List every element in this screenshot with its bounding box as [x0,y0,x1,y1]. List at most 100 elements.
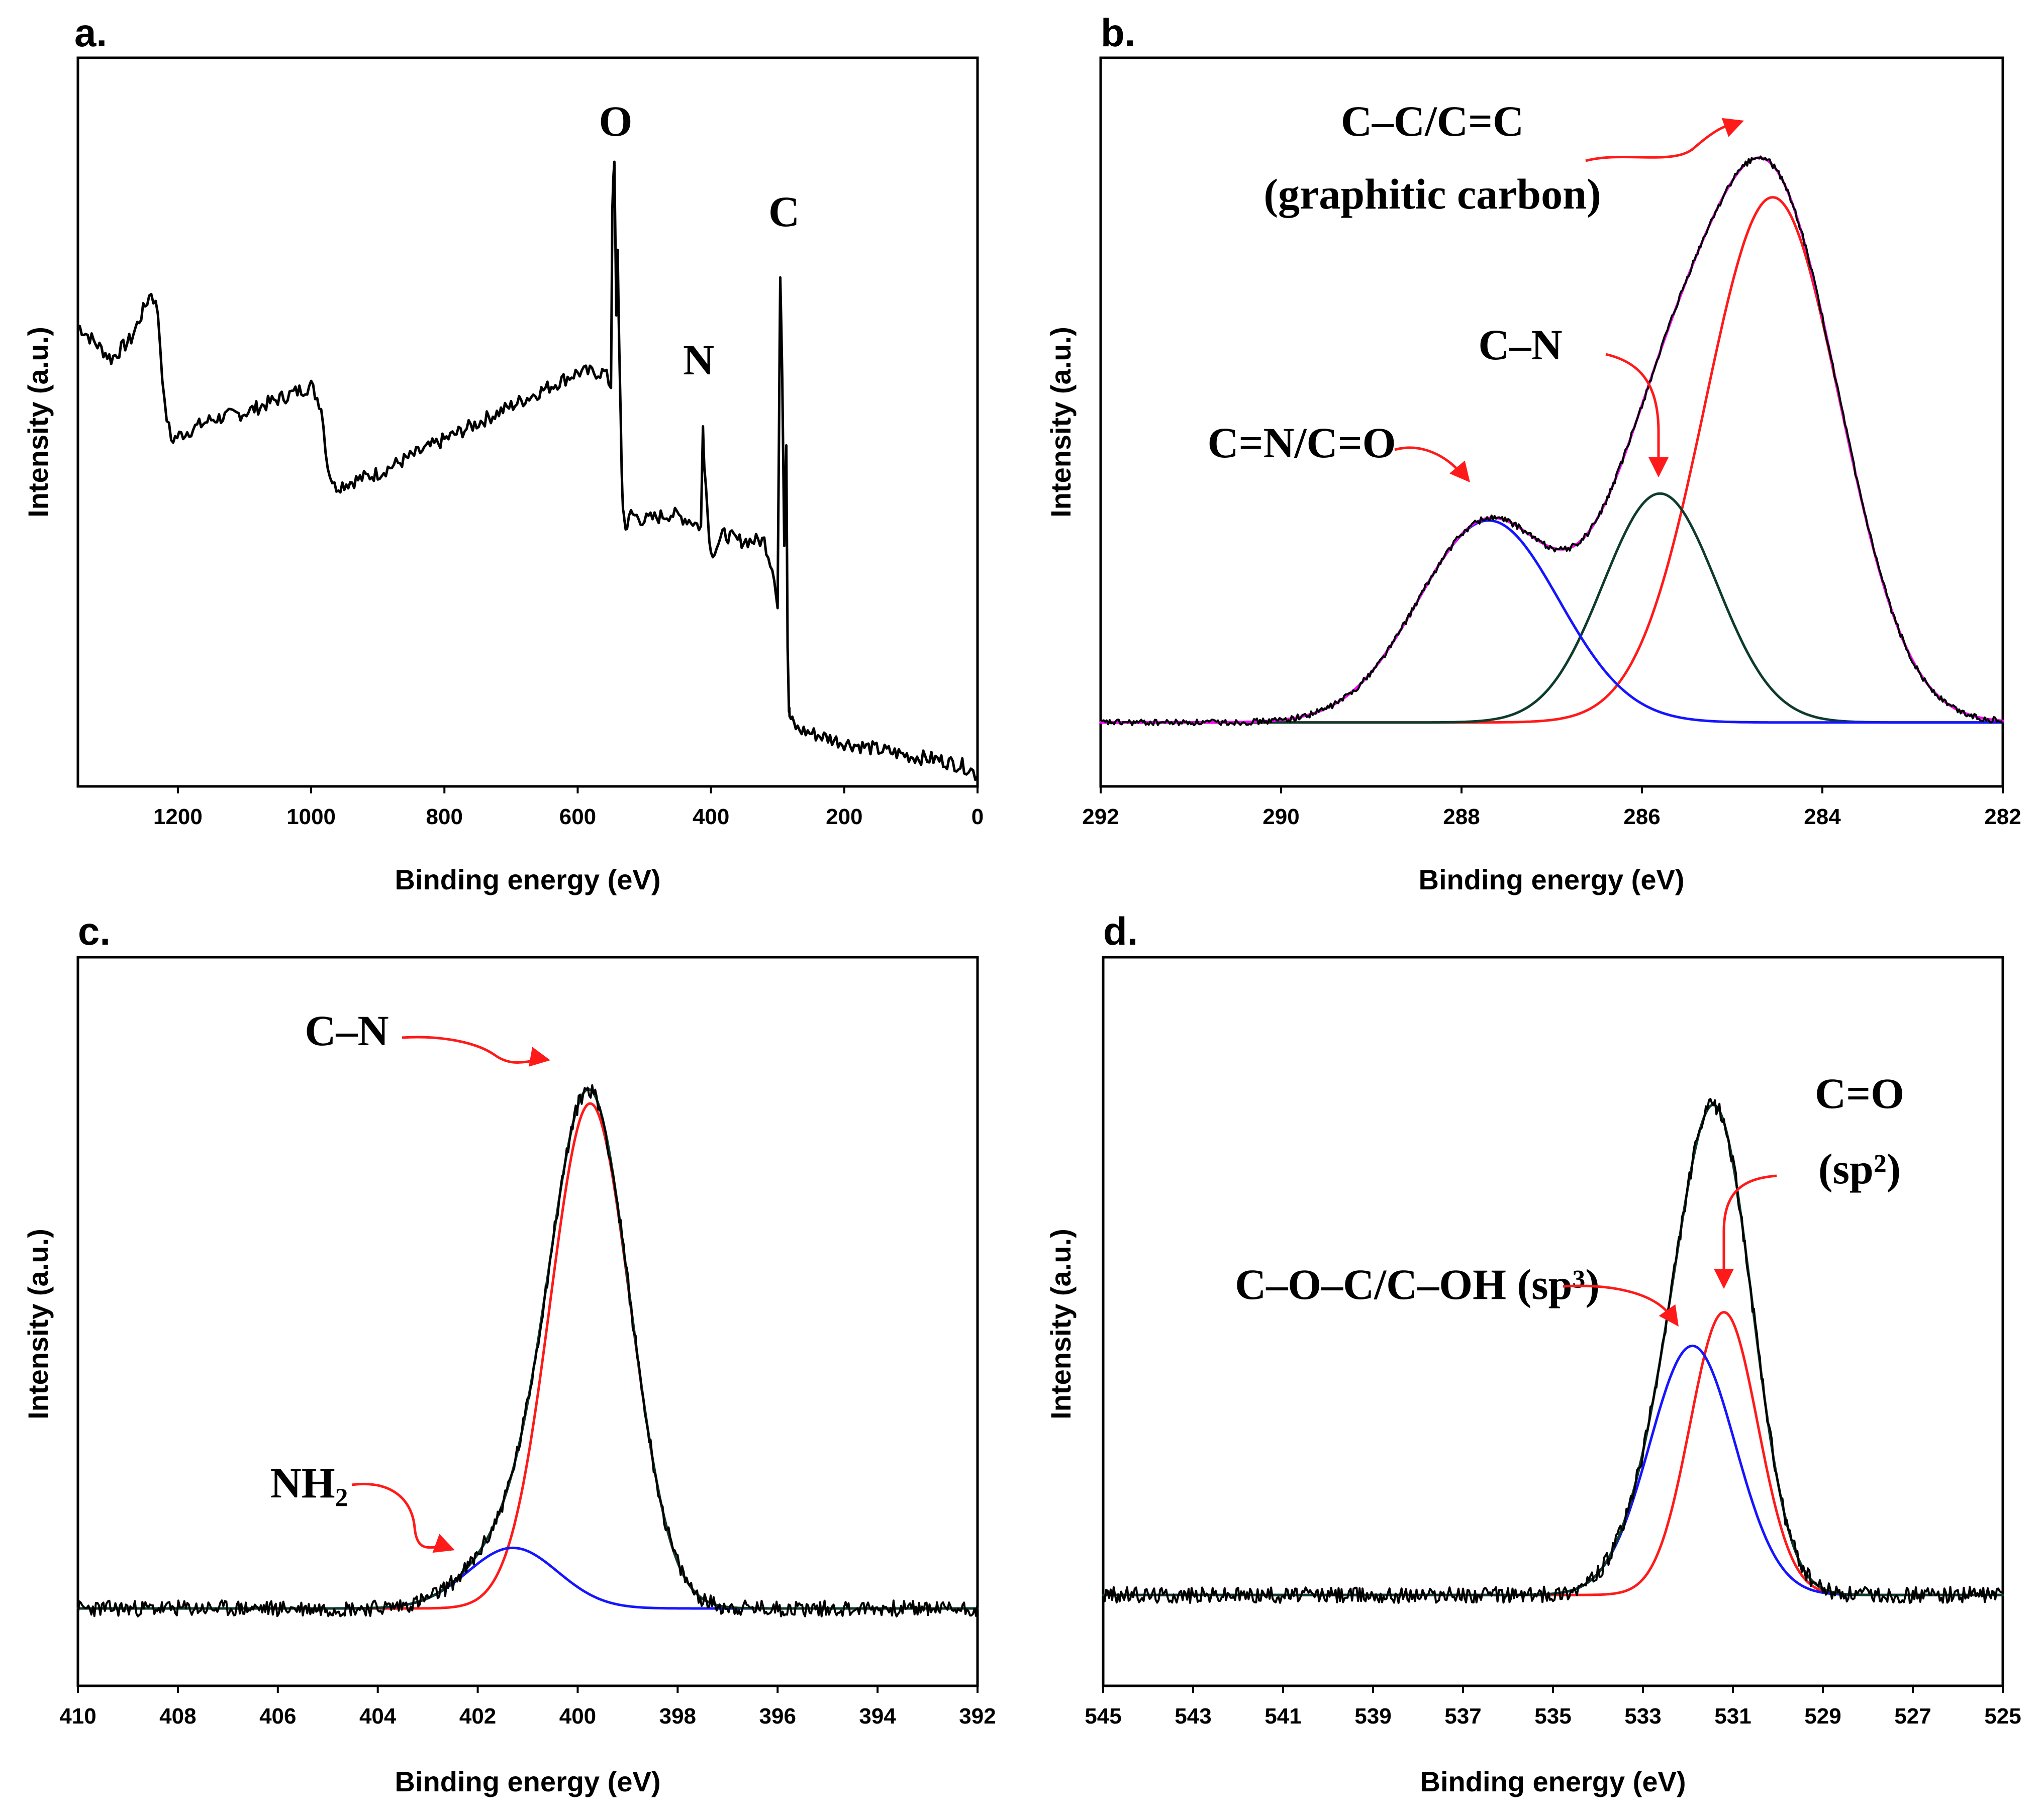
panel-c-plot-area [76,1084,979,1617]
x-tick-label: 527 [1894,1704,1931,1729]
panel-a-x-ticks [176,786,979,793]
annotation-label: C–N [1478,321,1562,369]
series-c-n-line [76,1102,979,1610]
series-c-o-c-c-oh-sp3-line [1102,1344,2004,1596]
panel-a-survey-spectrum: a. 1200 1000 800 600 400 200 0 O N C Binding ene… [22,11,984,895]
arrowhead-icon [529,1047,550,1067]
annotation-label: C–O–C/C–OH (sp³) [1235,1260,1600,1308]
annotation-label: C=O [1815,1069,1904,1118]
annotation-label: O [599,97,633,145]
x-tick-label: 410 [59,1704,96,1729]
panel-b-c1s-spectrum: b. 292 290 288 286 284 282 C–C/C=C (graphitic … [1045,11,2021,895]
x-tick-label: 402 [459,1704,496,1729]
annotation-label: N [683,336,714,384]
x-tick-label: 404 [359,1704,397,1729]
annotation-label-line2: (sp²) [1818,1145,1901,1193]
annotation-label: C–C/C=C [1341,97,1524,145]
annotation-label: NH₂ [270,1459,348,1507]
panel-a-frame [76,56,979,788]
annotation-arrow [351,1483,443,1549]
x-tick-label: 539 [1354,1704,1391,1729]
panel-a-x-axis-title: Binding energy (eV) [395,864,661,895]
series-measured-line [1100,155,2004,727]
panel-b-y-axis-title: Intensity (a.u.) [1045,327,1077,518]
annotation-arrow [1563,1284,1673,1318]
arrowhead-icon [1714,1269,1734,1289]
panel-a-label: a. [74,11,107,55]
panel-d-frame [1102,956,2004,1687]
annotation-arrow [1394,446,1461,473]
series-c-o-sp2-line [1102,1310,2004,1596]
x-tick-label: 1000 [286,804,336,829]
panel-a-x-tick-labels: 1200 1000 800 600 400 200 0 [153,804,984,829]
panel-d-label: d. [1103,909,1138,953]
arrowhead-icon [432,1534,455,1553]
x-tick-label: 600 [559,804,596,829]
x-tick-label: 398 [659,1704,696,1729]
panel-b-x-axis-title: Binding energy (eV) [1419,864,1685,895]
arrowhead-icon [1449,460,1470,482]
annotation-arrow [1585,122,1737,162]
panel-b-x-tick-labels: 292 290 288 286 284 282 [1082,804,2021,829]
annotation-label: C [768,187,800,236]
panel-b-label: b. [1101,11,1135,55]
x-tick-label: 292 [1082,804,1119,829]
x-tick-label: 0 [971,804,984,829]
x-tick-label: 392 [959,1704,996,1729]
annotation-label: C=N/C=O [1207,419,1396,467]
x-tick-label: 543 [1175,1704,1211,1729]
x-tick-label: 537 [1444,1704,1481,1729]
x-tick-label: 288 [1443,804,1480,829]
panel-c-label: c. [78,909,111,953]
panel-a-annotations: O N C [599,97,800,384]
x-tick-label: 545 [1085,1704,1121,1729]
series-measured-line [1102,1098,2004,1604]
x-tick-label: 396 [759,1704,796,1729]
x-tick-label: 406 [259,1704,296,1729]
x-tick-label: 394 [859,1704,896,1729]
panel-d-y-axis-title: Intensity (a.u.) [1045,1229,1077,1420]
series-survey-line [76,160,979,781]
x-tick-label: 408 [159,1704,196,1729]
panel-c-annotations: C–N NH₂ [270,1006,550,1553]
panel-d-plot-area [1102,1098,2004,1604]
panel-d-x-tick-labels: 545 543 541 539 537 535 533 531 529 527 525 [1085,1704,2021,1729]
annotation-arrow [1605,353,1660,467]
panel-b-x-ticks [1100,786,2004,793]
panel-c-x-ticks [77,1686,979,1693]
panel-d-x-axis-title: Binding energy (eV) [1420,1766,1686,1797]
x-tick-label: 525 [1984,1704,2021,1729]
panel-d-x-ticks [1102,1686,2004,1693]
panel-d-annotations: C=O (sp²) C–O–C/C–OH (sp³) [1235,1069,1904,1327]
panel-b-frame [1099,56,2004,788]
panel-b-annotations: C–C/C=C (graphitic carbon) C–N C=N/C=O [1207,97,1744,482]
x-tick-label: 400 [559,1704,596,1729]
annotation-label: C–N [305,1006,388,1055]
x-tick-label: 282 [1984,804,2021,829]
series-envelope-line [76,1088,979,1610]
x-tick-label: 533 [1624,1704,1661,1729]
panel-c-y-axis-title: Intensity (a.u.) [22,1229,54,1420]
x-tick-label: 800 [426,804,463,829]
arrowhead-icon [1648,457,1669,477]
x-tick-label: 541 [1264,1704,1301,1729]
panel-b-plot-area [1099,155,2004,727]
panel-c-x-tick-labels: 410 408 406 404 402 400 398 396 394 392 [59,1704,996,1729]
panel-a-y-axis-title: Intensity (a.u.) [22,327,54,518]
panel-a-plot-area [76,160,979,781]
x-tick-label: 200 [826,804,862,829]
x-tick-label: 531 [1714,1704,1751,1729]
x-tick-label: 286 [1623,804,1660,829]
annotation-arrow [402,1036,541,1064]
panel-c-frame [76,956,979,1687]
panel-c-x-axis-title: Binding energy (eV) [395,1766,661,1797]
series-c-n-c-o-line [1099,519,2004,724]
x-tick-label: 535 [1534,1704,1571,1729]
panel-d-o1s-spectrum: d. 545 543 541 539 537 535 533 531 529 527 525 C=O… [1045,909,2021,1797]
panel-c-n1s-spectrum: c. 410 408 406 404 402 400 398 396 394 392 C–N NH₂… [22,909,996,1797]
x-tick-label: 1200 [153,804,203,829]
x-tick-label: 400 [693,804,729,829]
x-tick-label: 284 [1804,804,1841,829]
arrowhead-icon [1659,1304,1679,1327]
